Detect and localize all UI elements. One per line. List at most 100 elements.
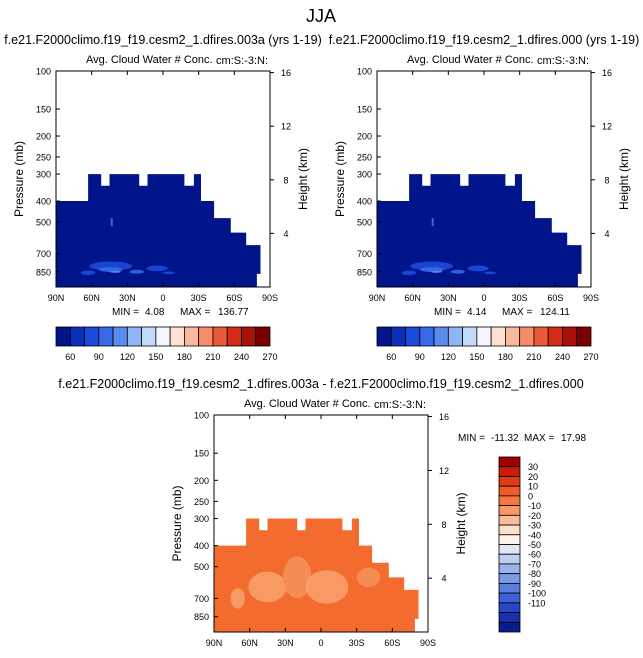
colorbar-box	[490, 326, 506, 347]
min-label: MIN =	[434, 307, 461, 318]
colorbar: 3020100-10-20-30-40-50-60-70-80-90-100-1…	[498, 456, 546, 633]
panel-subtitle: Avg. Cloud Water # Conc.	[86, 54, 213, 66]
colorbar-box	[141, 326, 157, 347]
y-tick-label: 300	[36, 170, 51, 180]
height-axis-title: Height (km)	[454, 492, 468, 554]
field-maximum	[129, 269, 144, 274]
colorbar-box	[498, 534, 521, 545]
colorbar-box	[498, 602, 521, 613]
min-value: 4.14	[467, 307, 487, 318]
colorbar-box	[198, 326, 214, 347]
colorbar-box	[169, 326, 185, 347]
field-maximum	[484, 271, 496, 275]
colorbar-label: 240	[234, 352, 249, 362]
x-tick-label: 90N	[48, 293, 65, 303]
colorbar-box	[433, 326, 449, 347]
colorbar: 60 90 120 150 180 210 240 270	[55, 326, 278, 362]
min-max-label: MIN = 4.14 MAX = 124.11	[434, 307, 570, 318]
colorbar-box	[226, 326, 242, 347]
max-label: MAX =	[180, 307, 210, 318]
field-maximum	[282, 556, 312, 599]
field-maximum	[230, 588, 245, 609]
colorbar-box	[419, 326, 435, 347]
colorbar-label: 180	[498, 352, 513, 362]
panel-title: f.e21.F2000climo.f19_f19.cesm2_1.dfires.…	[58, 377, 583, 391]
panel-2: f.e21.F2000climo.f19_f19.cesm2_1.dfires.…	[329, 33, 640, 362]
y-tick-label: 850	[194, 612, 209, 622]
min-value: -11.32	[491, 433, 519, 444]
colorbar-box	[498, 466, 521, 477]
field-maximum	[450, 269, 465, 274]
figure-title: JJA	[306, 6, 336, 26]
y-tick-label: 500	[194, 562, 209, 572]
field-maximum	[467, 265, 489, 272]
colorbar-box	[255, 326, 271, 347]
colorbar-box	[498, 612, 521, 623]
x-tick-label: 90S	[583, 293, 599, 303]
x-tick-label: 90N	[206, 638, 223, 648]
height-tick-label: 4	[604, 229, 609, 239]
colorbar-label: 60	[65, 352, 75, 362]
colorbar-label: 120	[441, 352, 456, 362]
x-tick-label: 30N	[119, 293, 136, 303]
colorbar-label: 0	[528, 491, 533, 501]
colorbar-label: 60	[386, 352, 396, 362]
colorbar-box	[504, 326, 521, 347]
y-tick-label: 100	[194, 411, 209, 421]
min-max-label: MIN = 4.08 MAX = 136.77	[112, 307, 249, 318]
min-label: MIN =	[458, 433, 485, 444]
colorbar-box	[126, 326, 143, 347]
field-maximum	[401, 270, 417, 276]
colorbar-box	[69, 326, 85, 347]
x-tick-label: 60S	[226, 293, 242, 303]
colorbar-label: -70	[528, 559, 541, 569]
y-tick-label: 300	[194, 514, 209, 524]
colorbar-box	[498, 544, 521, 555]
y-tick-label: 400	[357, 197, 372, 207]
height-tick-label: 16	[602, 68, 612, 78]
colorbar-label: 240	[555, 352, 570, 362]
y-tick-label: 400	[36, 197, 51, 207]
x-tick-label: 30S	[349, 638, 365, 648]
x-tick-label: 60S	[547, 293, 563, 303]
colorbar-box	[498, 456, 521, 468]
y-tick-label: 250	[36, 152, 51, 162]
max-value: 124.11	[540, 307, 570, 318]
field-maximum	[110, 218, 113, 227]
height-tick-label: 8	[283, 175, 288, 185]
min-value: 4.08	[145, 307, 165, 318]
height-axis-title: Height (km)	[617, 148, 631, 210]
colorbar-label: -20	[528, 511, 541, 521]
field	[56, 174, 261, 287]
field-maximum	[430, 270, 443, 273]
colorbar-label: 150	[148, 352, 163, 362]
field-maximum	[410, 261, 454, 271]
x-tick-label: 60N	[241, 638, 258, 648]
colorbar-box	[498, 621, 521, 633]
y-tick-label: 400	[194, 541, 209, 551]
y-tick-label: 200	[357, 132, 372, 142]
y-tick-label: 700	[194, 594, 209, 604]
colorbar-box	[112, 326, 128, 347]
colorbar-label: 90	[94, 352, 104, 362]
colorbar-label: 20	[528, 472, 538, 482]
colorbar-label: -110	[528, 598, 545, 608]
x-tick-label: 30N	[277, 638, 294, 648]
y-tick-label: 200	[36, 132, 51, 142]
field-maximum	[248, 571, 287, 603]
colorbar-label: 150	[469, 352, 484, 362]
y-tick-label: 150	[36, 105, 51, 115]
colorbar-box	[498, 485, 521, 497]
x-tick-label: 60N	[83, 293, 100, 303]
field-maximum	[80, 270, 96, 276]
colorbar-box	[476, 326, 492, 347]
colorbar-box	[55, 326, 71, 347]
colorbar-box	[498, 505, 521, 516]
colorbar-box	[447, 326, 464, 347]
max-label: MAX =	[502, 307, 532, 318]
colorbar-label: 270	[583, 352, 598, 362]
colorbar-box	[498, 563, 521, 575]
colorbar-label: -80	[528, 569, 541, 579]
field-maximum	[356, 567, 381, 587]
y-tick-label: 200	[194, 476, 209, 486]
